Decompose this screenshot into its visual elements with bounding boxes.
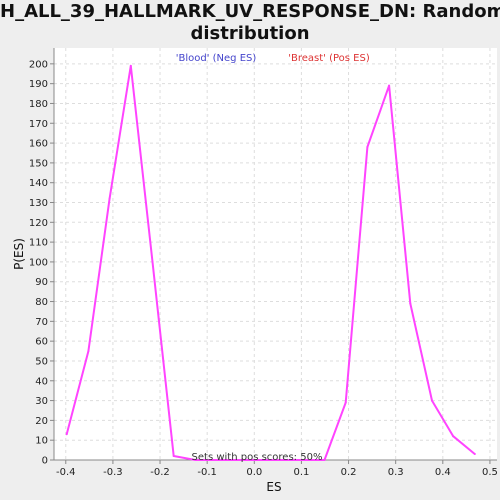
data-point: [452, 435, 455, 438]
data-point: [258, 459, 261, 461]
y-tick-label: 80: [35, 297, 48, 308]
x-tick-label: -0.1: [197, 467, 217, 478]
x-tick-label: 0.4: [435, 467, 451, 478]
y-tick-label: 190: [29, 79, 48, 90]
data-point: [344, 401, 347, 404]
y-tick-label: 50: [35, 356, 48, 367]
data-point: [172, 455, 175, 458]
legend-pos: 'Breast' (Pos ES): [288, 53, 370, 64]
data-point: [129, 64, 132, 67]
x-tick-label: 0.5: [482, 467, 498, 478]
x-tick-label: -0.3: [103, 467, 123, 478]
y-tick-label: 180: [29, 99, 48, 110]
y-tick-label: 100: [29, 257, 48, 268]
data-point: [108, 197, 111, 200]
x-tick-label: -0.2: [150, 467, 170, 478]
y-tick-label: 60: [35, 337, 48, 348]
y-tick-label: 170: [29, 119, 48, 130]
y-ticks: 0 10 20 30 40 50 60 70 80 90 100 110 120 130 140 150 160…: [29, 59, 54, 467]
y-tick-label: 140: [29, 178, 48, 189]
y-tick-label: 130: [29, 198, 48, 209]
y-tick-label: 10: [35, 436, 48, 447]
data-point: [366, 146, 369, 149]
chart-title-line-1: H_ALL_39_HALLMARK_UV_RESPONSE_DN: Random…: [0, 1, 500, 22]
data-point: [215, 459, 218, 461]
data-point: [388, 84, 391, 87]
x-tick-label: 0.0: [246, 467, 262, 478]
y-tick-label: 70: [35, 317, 48, 328]
data-point: [65, 433, 68, 436]
data-point: [301, 459, 304, 461]
pos-scores-annotation: Sets with pos scores: 50%: [192, 452, 323, 463]
y-tick-label: 0: [42, 456, 48, 467]
x-tick-label: 0.1: [293, 467, 309, 478]
legend-neg: 'Blood' (Neg ES): [176, 53, 257, 64]
data-point: [409, 302, 412, 305]
es-series-line: [65, 64, 476, 461]
x-axis-label: ES: [266, 480, 281, 494]
y-tick-label: 90: [35, 277, 48, 288]
y-axis-label: P(ES): [12, 238, 26, 270]
data-point: [151, 260, 154, 263]
x-tick-label: -0.4: [56, 467, 76, 478]
data-point: [237, 459, 240, 461]
data-point: [473, 453, 476, 456]
x-tick-label: 0.2: [341, 467, 357, 478]
data-point: [323, 459, 326, 461]
data-point: [87, 350, 90, 353]
data-point: [280, 459, 283, 461]
y-tick-label: 160: [29, 139, 48, 150]
y-tick-label: 150: [29, 158, 48, 169]
data-point: [194, 459, 197, 461]
x-ticks: -0.4 -0.3 -0.2 -0.1 0.0 0.1 0.2 0.3 0.4 0.5: [56, 460, 498, 478]
chart-title: H_ALL_39_HALLMARK_UV_RESPONSE_DN: Random…: [0, 1, 500, 45]
chart-title-line-2: distribution: [190, 23, 310, 44]
data-point: [430, 399, 433, 402]
x-tick-label: 0.3: [388, 467, 404, 478]
y-tick-label: 200: [29, 59, 48, 70]
y-tick-label: 20: [35, 416, 48, 427]
y-tick-label: 120: [29, 218, 48, 229]
y-tick-label: 30: [35, 396, 48, 407]
y-tick-label: 40: [35, 376, 48, 387]
plot-area: [54, 48, 497, 460]
y-tick-label: 110: [29, 238, 48, 249]
series: [65, 64, 476, 461]
